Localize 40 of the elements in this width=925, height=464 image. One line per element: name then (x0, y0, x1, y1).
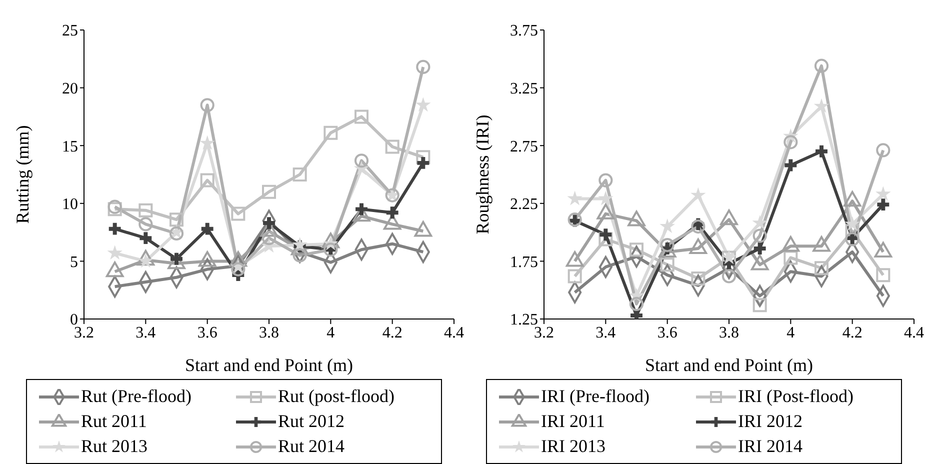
y-tick-label: 10 (62, 196, 78, 214)
y-tick-label: 15 (62, 138, 78, 156)
y-tick-label: 3.25 (510, 80, 538, 98)
x-tick-label: 3.6 (197, 324, 218, 342)
y-tick-label: 2.25 (510, 196, 538, 214)
legend-label: IRI 2011 (541, 411, 605, 432)
legend-label: Rut 2013 (81, 436, 148, 457)
legend-label: Rut (post-flood) (278, 386, 394, 407)
x-tick-label: 4.4 (904, 324, 924, 342)
x-axis-title: Start and end Point (m) (645, 355, 813, 375)
x-tick-label: 3.4 (136, 324, 156, 342)
x-tick-label: 3.6 (657, 324, 678, 342)
legend-label: IRI 2014 (738, 436, 802, 457)
y-tick-label: 25 (62, 22, 78, 40)
legend-label: Rut 2012 (278, 411, 345, 432)
y-tick-label: 3.75 (510, 22, 538, 40)
x-axis-title: Start and end Point (m) (185, 355, 353, 375)
x-tick-label: 4.4 (444, 324, 464, 342)
x-tick-label: 4 (786, 324, 795, 342)
y-tick-label: 5 (70, 254, 78, 271)
x-tick-label: 4.2 (382, 324, 402, 342)
y-tick-label: 2.75 (510, 138, 538, 156)
x-tick-label: 3.4 (596, 324, 616, 342)
x-tick-label: 3.8 (719, 324, 739, 342)
legend-label: Rut (Pre-flood) (81, 386, 192, 407)
y-tick-label: 1.75 (510, 254, 538, 271)
x-tick-label: 3.8 (259, 324, 279, 342)
legend-label: IRI 2012 (738, 411, 802, 432)
legend-label: IRI (Post-flood) (738, 386, 854, 407)
x-tick-label: 3.2 (74, 324, 94, 342)
y-tick-label: 20 (62, 80, 78, 98)
legend-label: IRI (Pre-flood) (541, 386, 650, 407)
x-tick-label: 4.2 (842, 324, 862, 342)
y-axis-title: Rutting (mm) (12, 125, 32, 224)
legend-label: IRI 2013 (541, 436, 606, 457)
legend-label: Rut 2014 (278, 436, 345, 457)
legend-label: Rut 2011 (81, 411, 147, 432)
x-tick-label: 4 (326, 324, 335, 342)
y-axis-title: Roughness (IRI) (472, 114, 492, 234)
x-tick-label: 3.2 (534, 324, 554, 342)
